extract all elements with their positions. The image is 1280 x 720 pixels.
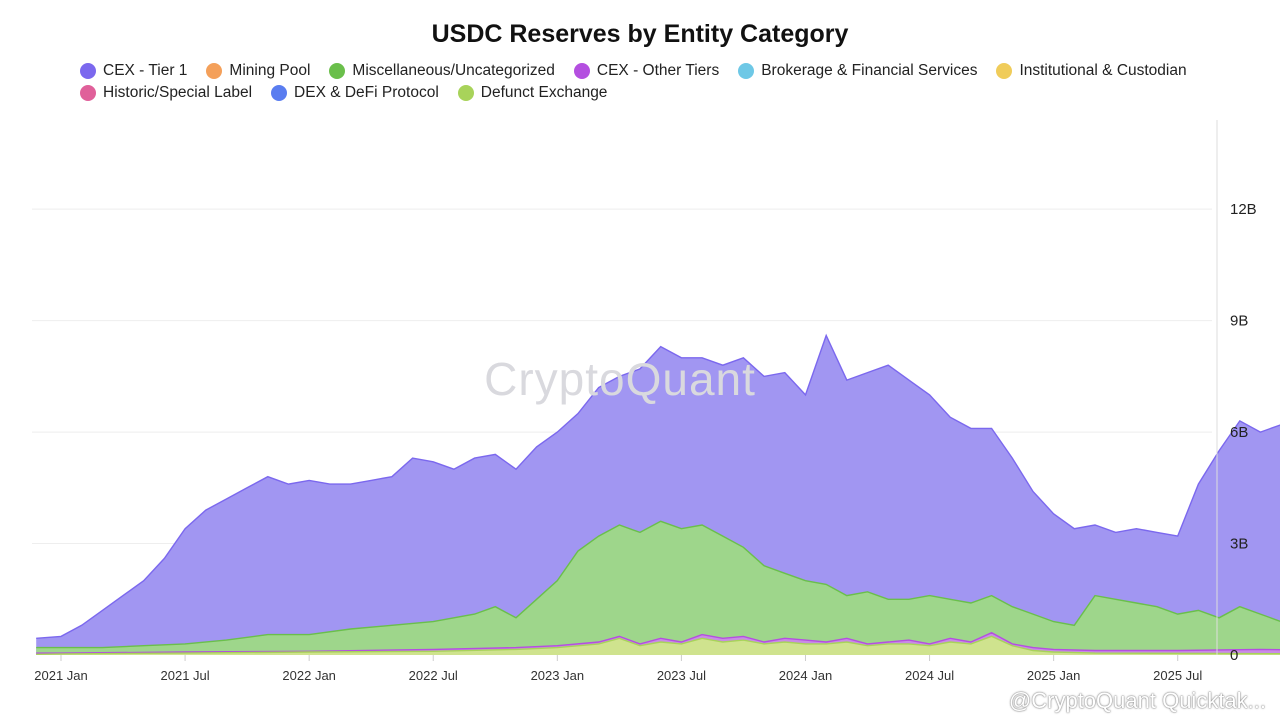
legend-label: DEX & DeFi Protocol bbox=[294, 84, 439, 101]
x-tick-label: 2021 Jan bbox=[34, 668, 88, 683]
line-cex-tier-1 bbox=[36, 333, 1280, 639]
area-miscellaneous-uncategorized[interactable] bbox=[36, 521, 1280, 655]
chart-legend: CEX - Tier 1 Mining Pool Miscellaneous/U… bbox=[80, 62, 1230, 102]
y-tick-label: 0 bbox=[1230, 647, 1238, 664]
y-axis: 0 3B 6B 9B 12B bbox=[1216, 120, 1257, 664]
y-tick-label: 3B bbox=[1230, 536, 1248, 553]
y-tick-label: 9B bbox=[1230, 313, 1248, 330]
legend-label: Brokerage & Financial Services bbox=[761, 62, 978, 79]
series-areas bbox=[36, 142, 1280, 655]
legend-item-cex-tier-1[interactable]: CEX - Tier 1 bbox=[80, 62, 187, 80]
y-tick-label: 12B bbox=[1230, 201, 1257, 218]
legend-label: Miscellaneous/Uncategorized bbox=[352, 62, 555, 79]
legend-item-dex-defi[interactable]: DEX & DeFi Protocol bbox=[271, 84, 439, 102]
legend-label: Defunct Exchange bbox=[480, 84, 608, 101]
legend-item-brokerage[interactable]: Brokerage & Financial Services bbox=[738, 62, 977, 80]
line-cex-other-tiers bbox=[36, 631, 1280, 654]
credit-text: @CryptoQuant Quicktak... bbox=[1008, 688, 1266, 713]
legend-row-2: Historic/Special Label DEX & DeFi Protoc… bbox=[80, 84, 1230, 102]
x-tick-label: 2025 Jan bbox=[1027, 668, 1081, 683]
legend-marker bbox=[996, 63, 1013, 79]
legend-item-cex-other-tiers[interactable]: CEX - Other Tiers bbox=[573, 62, 720, 80]
legend-marker bbox=[80, 85, 96, 101]
legend-marker bbox=[80, 63, 96, 79]
legend-item-defunct[interactable]: Defunct Exchange bbox=[457, 84, 608, 102]
area-defunct-exchange[interactable] bbox=[36, 636, 1280, 655]
legend-marker bbox=[738, 63, 755, 79]
line-miscellaneous-uncategorized bbox=[36, 520, 1280, 649]
legend-marker bbox=[457, 85, 474, 101]
line-defunct-exchange bbox=[36, 635, 1280, 655]
chart-title: USDC Reserves by Entity Category bbox=[431, 20, 849, 48]
x-tick-label: 2022 Jul bbox=[409, 668, 458, 683]
legend-marker bbox=[329, 63, 346, 79]
y-tick-label: 6B bbox=[1230, 424, 1248, 441]
x-tick-label: 2024 Jul bbox=[905, 668, 954, 683]
legend-marker bbox=[573, 63, 590, 79]
legend-label: CEX - Tier 1 bbox=[103, 62, 188, 79]
x-tick-label: 2023 Jul bbox=[657, 668, 706, 683]
x-tick-label: 2022 Jan bbox=[282, 668, 336, 683]
legend-marker bbox=[271, 85, 288, 101]
x-tick-label: 2024 Jan bbox=[779, 668, 833, 683]
x-tick-label: 2021 Jul bbox=[161, 668, 210, 683]
x-axis: 2021 Jan 2021 Jul 2022 Jan 2022 Jul 2023 Jan… bbox=[34, 655, 1202, 683]
legend-label: Institutional & Custodian bbox=[1019, 62, 1187, 79]
legend-item-mining-pool[interactable]: Mining Pool bbox=[206, 62, 310, 80]
legend-item-historic[interactable]: Historic/Special Label bbox=[80, 84, 252, 102]
x-tick-label: 2023 Jan bbox=[531, 668, 585, 683]
legend-label: Historic/Special Label bbox=[103, 84, 253, 101]
legend-label: Mining Pool bbox=[229, 62, 311, 79]
legend-marker bbox=[206, 63, 223, 79]
legend-row-1: CEX - Tier 1 Mining Pool Miscellaneous/U… bbox=[80, 62, 1230, 80]
legend-item-miscellaneous[interactable]: Miscellaneous/Uncategorized bbox=[329, 62, 555, 80]
x-tick-label: 2025 Jul bbox=[1153, 668, 1202, 683]
legend-label: CEX - Other Tiers bbox=[596, 62, 720, 79]
legend-item-institutional[interactable]: Institutional & Custodian bbox=[996, 62, 1187, 80]
area-cex-tier-1[interactable] bbox=[36, 142, 1280, 655]
